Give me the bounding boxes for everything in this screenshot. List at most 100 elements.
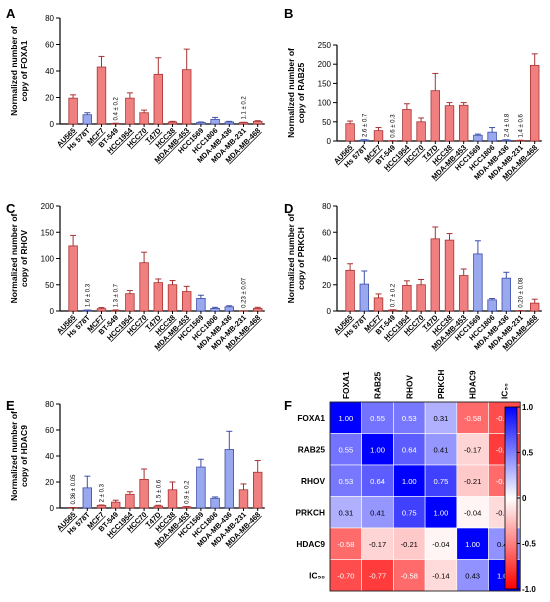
y-tick-label: 40 [45, 452, 54, 461]
y-tick-label: 50 [322, 118, 331, 127]
value-annotation: 0.23 ± 0.07 [242, 277, 248, 308]
row-header: IC₅₀ [309, 570, 325, 580]
cell-value: 1.00 [497, 571, 512, 580]
y-tick-label: 60 [322, 228, 331, 237]
bar [68, 245, 78, 312]
heatmap-cell [361, 559, 394, 592]
bar [359, 283, 370, 312]
y-tick-label: 80 [45, 400, 54, 409]
y-axis-title: copy of RHOV [19, 230, 29, 287]
y-tick-label: 0 [50, 504, 55, 513]
cell-value: 0.31 [434, 414, 449, 423]
column-header: FOXA1 [341, 371, 351, 399]
value-annotation: 2 ± 0.3 [100, 483, 106, 502]
value-annotation: 1.6 ± 0.3 [85, 283, 91, 307]
cell-value: -0.58 [496, 477, 513, 486]
y-tick-label: 40 [45, 67, 54, 76]
bar [224, 121, 235, 125]
cell-value: 1.00 [338, 414, 353, 423]
bar [210, 307, 220, 312]
cell-value: -0.21 [401, 540, 418, 549]
y-tick-label: 100 [41, 255, 55, 264]
heatmap-cell [393, 559, 426, 592]
bar [252, 307, 263, 312]
bar [416, 121, 426, 142]
bar [139, 112, 149, 125]
value-annotation: 0.7 ± 0.2 [391, 283, 397, 307]
cell-value: -0.04 [432, 540, 449, 549]
panel-letter: A [6, 6, 16, 21]
cell-value: 0.75 [434, 477, 449, 486]
y-tick-label: 200 [318, 60, 332, 69]
bar [252, 471, 263, 509]
cell-value: -0.21 [464, 477, 481, 486]
bar [210, 497, 220, 509]
colorbar [504, 406, 518, 590]
heatmap-cell [393, 496, 426, 529]
panel-f: F FOXA1 RAB25 RHOV PRKCH HDAC9 IC₅₀ FOXA1 RAB25 R… [284, 369, 536, 594]
bar [181, 69, 192, 125]
heatmap-cell [456, 433, 489, 466]
bar [416, 284, 426, 312]
cell-value: 1.00 [434, 508, 449, 517]
cell-value: 0.53 [338, 477, 353, 486]
y-tick-label: 200 [41, 202, 55, 211]
bar [139, 262, 149, 312]
bar [444, 105, 455, 142]
cell-value: -0.58 [401, 571, 418, 580]
value-annotation: 2.6 ± 0.7 [362, 113, 368, 137]
colorbar-tick-label: 1.0 [522, 403, 534, 412]
heatmap-cell [329, 559, 363, 592]
cell-value: 0.41 [434, 445, 449, 454]
y-tick-label: 20 [45, 94, 54, 103]
y-axis-title: copy of RAB25 [296, 63, 306, 124]
cell-value: 0.55 [370, 414, 385, 423]
heatmap-cell [361, 433, 394, 466]
bar [96, 504, 107, 509]
y-tick-label: 100 [318, 99, 332, 108]
y-axis-title: Normalized number of [9, 213, 19, 303]
value-annotation: 1.5 ± 0.6 [156, 479, 162, 503]
y-tick-label: 20 [322, 281, 331, 290]
row-header: FOXA1 [297, 413, 325, 423]
bar [96, 308, 107, 312]
heatmap-cell [456, 527, 489, 560]
cell-value: 1.00 [402, 477, 417, 486]
y-tick-label: 40 [322, 255, 331, 264]
bar [139, 478, 149, 509]
y-tick-label: 0 [327, 137, 332, 146]
cell-value: -0.04 [464, 508, 481, 517]
cell-value: -0.58 [337, 540, 354, 549]
y-tick-label: 250 [318, 41, 332, 50]
value-annotation: 1.3 ± 0.7 [114, 283, 120, 307]
bar [68, 97, 78, 125]
bar [153, 282, 164, 312]
bar [224, 449, 235, 509]
y-axis-title: Normalized number of [286, 213, 296, 303]
y-tick-label: 20 [45, 478, 54, 487]
row-header: HDAC9 [296, 539, 325, 549]
bar [458, 275, 469, 312]
colorbar-tick-label: 0.5 [522, 449, 534, 458]
bar [82, 114, 93, 125]
y-tick-label: 0 [50, 120, 55, 129]
cell-value: -0.17 [369, 540, 386, 549]
cell-value: -0.77 [496, 445, 513, 454]
y-tick-label: 150 [318, 79, 332, 88]
cell-value: 1.00 [370, 445, 385, 454]
y-tick-label: 50 [45, 281, 54, 290]
bar [153, 505, 164, 509]
heatmap-cell [424, 527, 458, 560]
cell-value: 1.00 [465, 540, 480, 549]
colorbar-tick-label: 0 [522, 494, 527, 503]
bar [125, 293, 135, 312]
cell-value: 0.31 [338, 508, 353, 517]
cell-value: 0.53 [402, 414, 417, 423]
y-tick-label: 0 [50, 307, 55, 316]
heatmap-cell [456, 464, 489, 497]
panel-letter: B [284, 6, 293, 21]
column-header: RAB25 [373, 371, 383, 399]
bar [530, 64, 540, 142]
bar [373, 130, 384, 142]
